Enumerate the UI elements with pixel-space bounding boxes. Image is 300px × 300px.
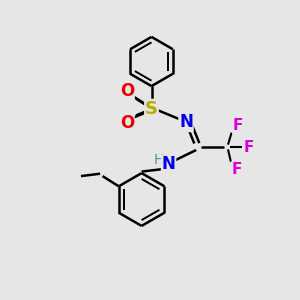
Text: O: O xyxy=(120,114,134,132)
Text: F: F xyxy=(233,118,243,134)
Text: S: S xyxy=(145,100,158,118)
Text: F: F xyxy=(231,162,242,177)
Text: N: N xyxy=(162,155,176,173)
Text: O: O xyxy=(120,82,134,100)
Text: N: N xyxy=(179,113,193,131)
Text: H: H xyxy=(154,153,164,167)
Text: F: F xyxy=(244,140,254,154)
